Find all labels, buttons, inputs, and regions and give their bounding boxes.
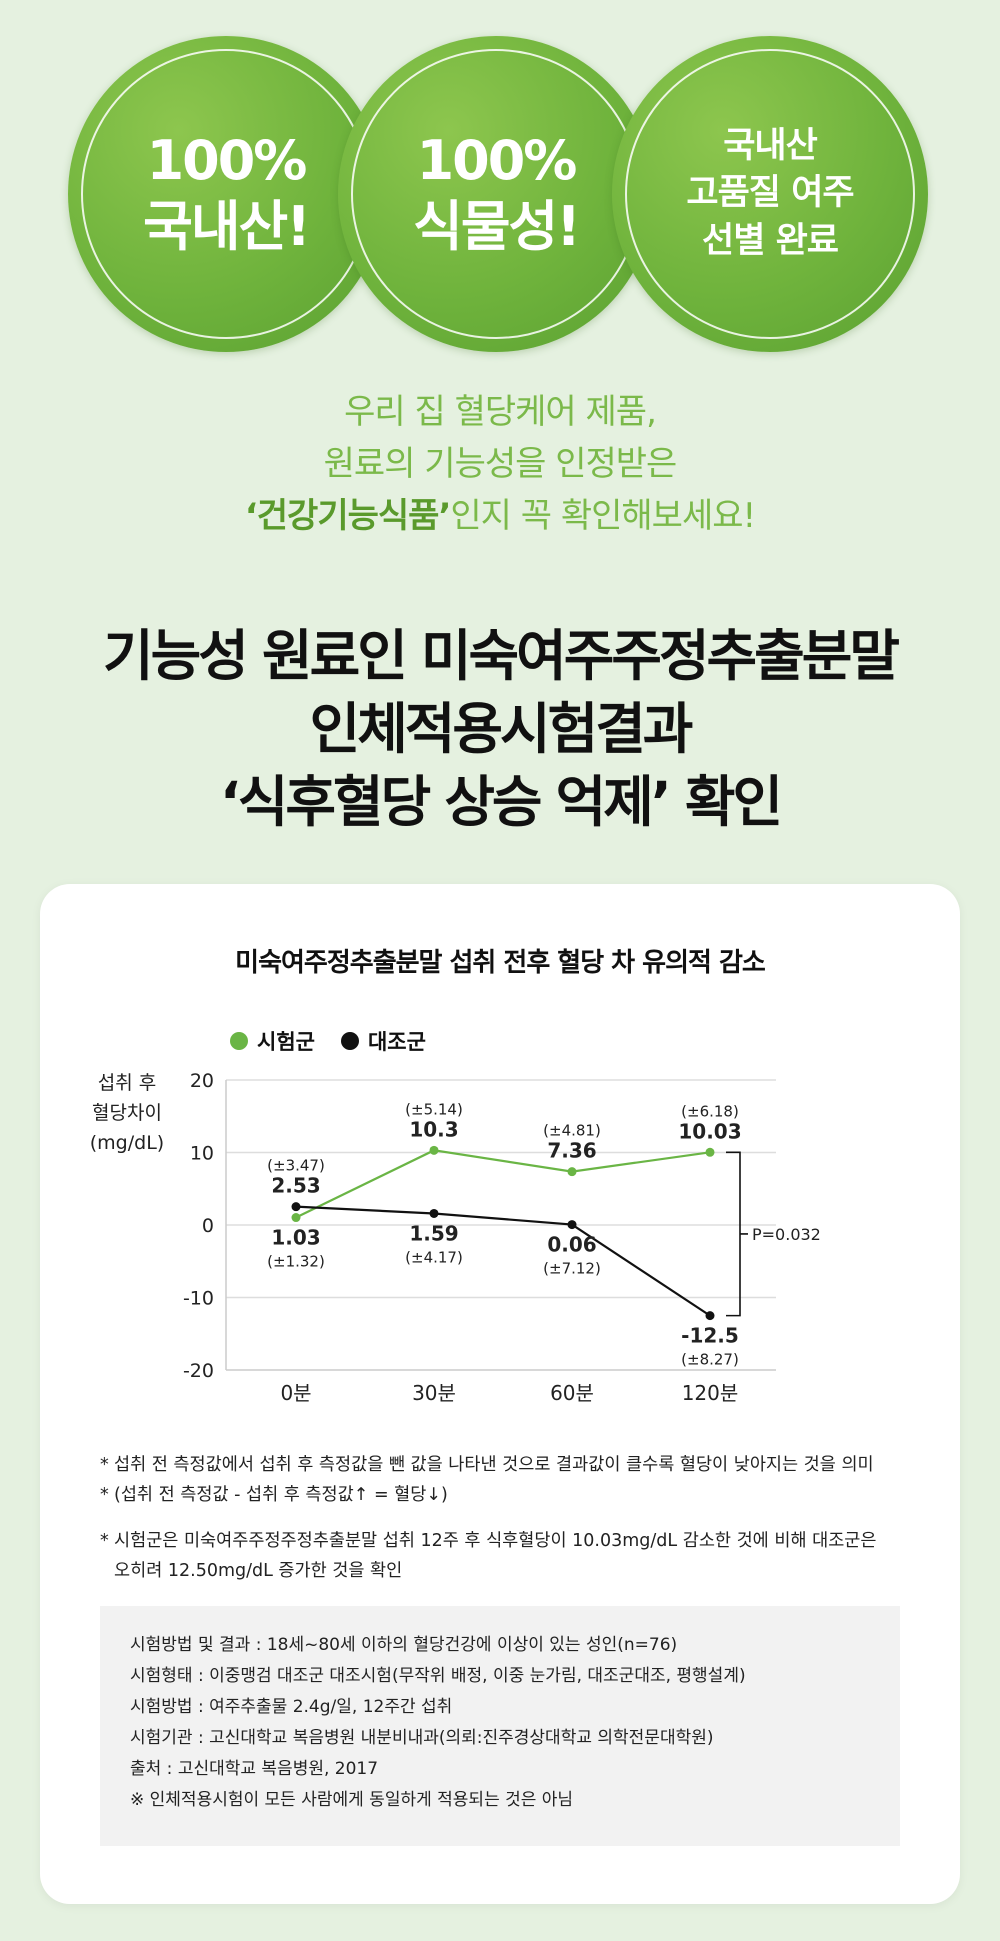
method-line: 출처 : 고신대학교 복음병원, 2017 <box>130 1759 379 1779</box>
method-line: 시험형태 : 이중맹검 대조군 대조시험(무작위 배정, 이중 눈가림, 대조군… <box>130 1666 746 1686</box>
x-tick-label: 60분 <box>550 1381 594 1405</box>
data-label-sd-control: (±3.47) <box>267 1157 325 1175</box>
headline-line: ‘식후혈당 상승 억제’ 확인 <box>219 770 783 834</box>
headline: 기능성 원료인 미숙여주주정추출분말 인체적용시험결과 ‘식후혈당 상승 억제’… <box>0 620 1000 839</box>
data-label-sd-control: (±4.17) <box>405 1248 463 1266</box>
x-tick-label: 120분 <box>682 1381 739 1405</box>
p-value-annotation: P=0.032 <box>752 1225 821 1244</box>
y-tick-label: 10 <box>190 1143 214 1165</box>
intro-line-rest: 인지 꼭 확인해보세요! <box>450 496 756 536</box>
data-point-control <box>291 1202 301 1212</box>
y-tick-label: 0 <box>202 1215 214 1237</box>
legend-label-test: 시험군 <box>257 1030 315 1054</box>
legend-item-test: 시험군 <box>230 1026 315 1056</box>
data-label-control: 2.53 <box>271 1174 320 1198</box>
badge-line: 국내산! <box>143 195 311 258</box>
data-label-control: 0.06 <box>547 1233 596 1257</box>
data-point-test <box>705 1147 715 1157</box>
y-tick-label: -20 <box>183 1360 214 1382</box>
badge-100-plant: 100% 식물성! <box>338 36 654 352</box>
data-label-control: -12.5 <box>681 1324 739 1348</box>
y-axis-label: 섭취 후 혈당차이 (mg/dL) <box>82 1068 172 1158</box>
data-point-test <box>429 1145 439 1155</box>
method-box: 시험방법 및 결과 : 18세~80세 이하의 혈당건강에 이상이 있는 성인(… <box>100 1606 900 1846</box>
series-line-test <box>295 1149 711 1219</box>
footnote-continued: 오히려 12.50mg/dL 증가한 것을 확인 <box>114 1561 403 1581</box>
legend-dot-control <box>340 1032 359 1050</box>
legend-dot-test <box>230 1032 248 1050</box>
chart-title: 미숙여주정추출분말 섭취 전후 혈당 차 유의적 감소 <box>235 948 766 978</box>
series-line-control <box>295 1205 711 1317</box>
intro-line: 원료의 기능성을 인정받은 <box>323 444 678 484</box>
method-line: 시험방법 : 여주추출물 2.4g/일, 12주간 섭취 <box>130 1697 453 1717</box>
data-point-test <box>567 1167 577 1177</box>
data-point-control <box>429 1208 439 1218</box>
intro-line: 우리 집 혈당케어 제품, <box>344 392 657 432</box>
footnote: (섭취 전 측정값 - 섭취 후 측정값↑ = 혈당↓) <box>100 1480 920 1510</box>
badge-100-domestic: 100% 국내산! <box>68 36 384 352</box>
x-tick-label: 0분 <box>280 1381 311 1405</box>
method-line: ※ 인체적용시험이 모든 사람에게 동일하게 적용되는 것은 아님 <box>130 1790 574 1810</box>
y-axis-label-line: (mg/dL) <box>89 1132 165 1154</box>
headline-line: 기능성 원료인 미숙여주주정추출분말 <box>103 624 900 688</box>
data-point-control <box>705 1311 715 1321</box>
badge-line: 선별 완료 <box>702 220 839 261</box>
x-tick-label: 30분 <box>412 1381 456 1405</box>
data-label-test: 10.03 <box>678 1119 741 1143</box>
intro-highlight: ‘건강기능식품’ <box>244 496 452 536</box>
data-label-control: 1.59 <box>409 1221 458 1245</box>
method-line: 시험기관 : 고신대학교 복음병원 내분비내과(의뢰:진주경상대학교 의학전문대… <box>130 1728 714 1748</box>
result-card: 미숙여주정추출분말 섭취 전후 혈당 차 유의적 감소 시험군 대조군 섭취 후… <box>40 884 960 1904</box>
badge-line: 식물성! <box>413 195 581 258</box>
y-axis-label-line: 섭취 후 <box>97 1072 157 1094</box>
footnote: 섭취 전 측정값에서 섭취 후 측정값을 뺀 값을 나타낸 것으로 결과값이 클… <box>100 1450 920 1480</box>
y-axis-label-line: 혈당차이 <box>92 1102 162 1124</box>
chart-legend: 시험군 대조군 <box>230 1026 452 1056</box>
badge-line: 100% <box>416 129 578 193</box>
badge-line: 100% <box>146 129 308 193</box>
intro-text: 우리 집 혈당케어 제품, 원료의 기능성을 인정받은 ‘건강기능식품’인지 꼭… <box>0 386 1000 542</box>
headline-line: 인체적용시험결과 <box>309 697 694 761</box>
data-label-sd-test: (±5.14) <box>405 1100 463 1118</box>
data-label-test: 10.3 <box>409 1117 458 1141</box>
legend-label-control: 대조군 <box>367 1030 426 1054</box>
y-tick-label: -10 <box>183 1288 214 1310</box>
badge-line: 고품질 여주 <box>686 173 854 214</box>
badge-line: 국내산 <box>723 125 818 166</box>
intro-line: ‘건강기능식품’인지 꼭 확인해보세요! <box>0 490 1000 542</box>
data-label-sd-control: (±7.12) <box>543 1260 601 1278</box>
data-label-sd-test: (±4.81) <box>543 1122 601 1140</box>
data-label-test: 1.03 <box>271 1226 320 1250</box>
data-point-control <box>567 1220 577 1230</box>
y-tick-label: 20 <box>190 1070 214 1092</box>
footnote: 시험군은 미숙여주주정주정추출분말 섭취 12주 후 식후혈당이 10.03mg… <box>100 1526 920 1556</box>
data-label-sd-control: (±8.27) <box>681 1351 739 1369</box>
badge-quality-selection: 국내산 고품질 여주 선별 완료 <box>612 36 928 352</box>
legend-item-control: 대조군 <box>340 1026 426 1056</box>
data-label-test: 7.36 <box>547 1139 596 1163</box>
data-point-test <box>291 1213 301 1223</box>
footnotes: 섭취 전 측정값에서 섭취 후 측정값을 뺀 값을 나타낸 것으로 결과값이 클… <box>100 1450 920 1586</box>
significance-bracket <box>726 1151 748 1317</box>
data-label-sd-test: (±6.18) <box>681 1102 739 1120</box>
method-line: 시험방법 및 결과 : 18세~80세 이하의 혈당건강에 이상이 있는 성인(… <box>130 1635 678 1655</box>
data-label-sd-test: (±1.32) <box>267 1253 325 1271</box>
